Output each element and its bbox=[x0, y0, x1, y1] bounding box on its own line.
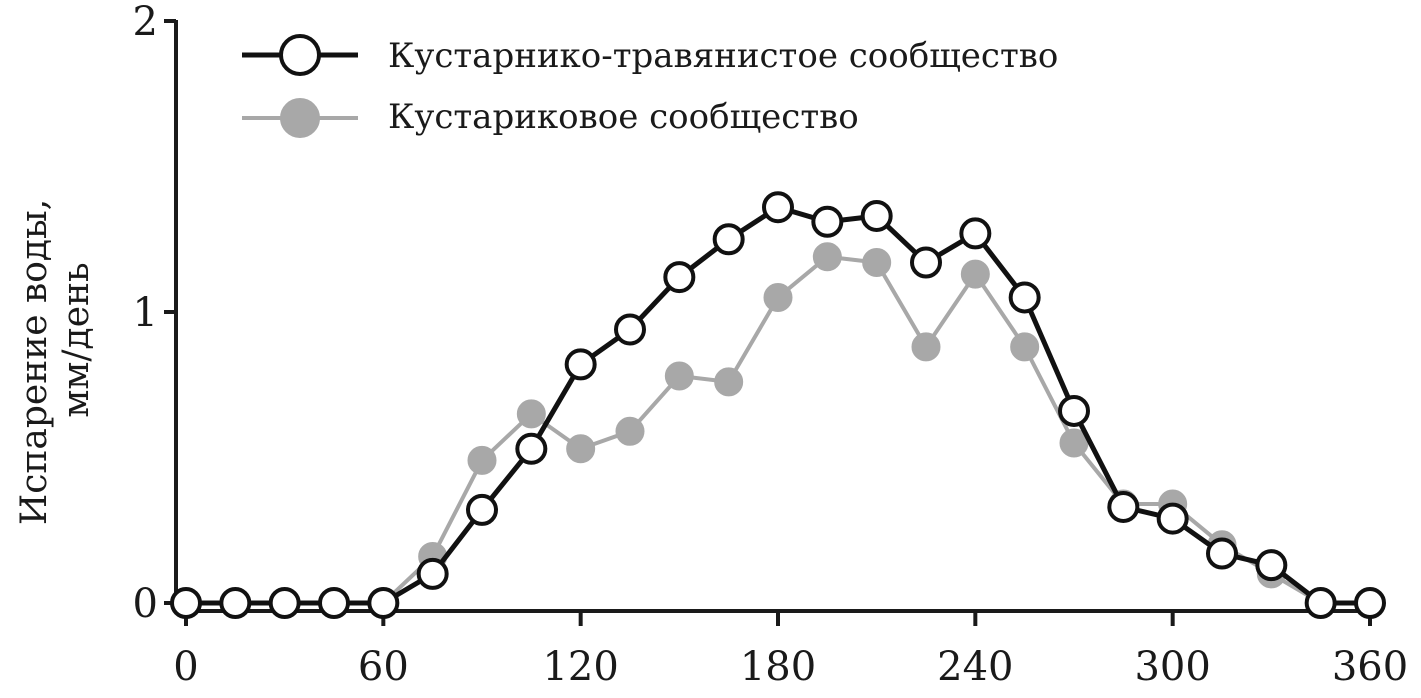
series-2-point bbox=[960, 259, 990, 289]
series-1-point bbox=[614, 313, 646, 346]
series-1-point bbox=[564, 348, 597, 381]
y-axis-label: Испарение воды, мм/день bbox=[14, 199, 97, 525]
series-1-point bbox=[318, 587, 350, 619]
series-1-point bbox=[712, 223, 745, 256]
series-1-point bbox=[1058, 394, 1090, 427]
series-1-point bbox=[910, 246, 942, 279]
x-tick-label: 180 bbox=[740, 644, 816, 690]
series-1-point bbox=[811, 205, 844, 238]
y-axis-label-line-2: мм/день bbox=[56, 262, 97, 417]
series-1-point bbox=[860, 199, 893, 232]
legend-label-series-1: Кустарнико-травянистое сообщество bbox=[388, 36, 1058, 76]
series-2-point bbox=[763, 282, 793, 312]
series-1-point bbox=[762, 191, 794, 224]
x-tick-label: 360 bbox=[1332, 644, 1408, 690]
legend-marker-series-1 bbox=[279, 34, 321, 76]
legend-label-series-2: Кустариковое сообщество bbox=[388, 97, 859, 137]
series-1-point bbox=[515, 432, 548, 465]
series-2-point bbox=[911, 332, 941, 362]
series-2-point bbox=[467, 445, 497, 475]
series-2-point bbox=[714, 367, 744, 397]
series-1-line bbox=[186, 204, 1370, 606]
series-2 bbox=[171, 242, 1385, 618]
series-2-point bbox=[1010, 332, 1040, 362]
series-1-point bbox=[416, 557, 449, 590]
tick-group: 0 60 120 180 240 300 360 0 1 2 bbox=[133, 0, 1409, 690]
series-1-point bbox=[1107, 490, 1140, 523]
series-1-point bbox=[959, 217, 992, 250]
series-1-point bbox=[1008, 281, 1041, 314]
series-1-point bbox=[219, 587, 252, 619]
series-2-point bbox=[862, 248, 892, 278]
series-1-point bbox=[466, 493, 498, 526]
y-tick-label: 2 bbox=[133, 0, 158, 45]
x-tick-label: 240 bbox=[937, 644, 1013, 690]
y-axis-label-line-1: Испарение воды, bbox=[14, 199, 55, 525]
series-1-point bbox=[1354, 587, 1386, 619]
series-1-point bbox=[663, 261, 696, 294]
legend: Кустарнико-травянистое сообщество Кустар… bbox=[242, 34, 1058, 138]
series-layer bbox=[170, 191, 1386, 619]
series-1-point bbox=[367, 587, 400, 619]
legend-marker-series-2 bbox=[280, 98, 320, 138]
series-2-point bbox=[516, 399, 546, 429]
series-1 bbox=[170, 191, 1386, 619]
x-tick-label: 300 bbox=[1134, 644, 1210, 690]
x-tick-label: 0 bbox=[173, 644, 198, 690]
series-1-point bbox=[268, 587, 301, 619]
series-2-point bbox=[615, 416, 645, 446]
series-1-point bbox=[1156, 502, 1189, 535]
series-1-point bbox=[1304, 587, 1337, 619]
y-tick-label: 1 bbox=[133, 290, 158, 336]
series-2-point bbox=[566, 434, 596, 464]
x-tick-label: 120 bbox=[542, 644, 618, 690]
series-2-point bbox=[664, 361, 694, 391]
series-1-point bbox=[1255, 549, 1288, 582]
series-2-point bbox=[812, 242, 842, 272]
x-tick-label: 60 bbox=[358, 644, 409, 690]
series-1-point bbox=[1206, 537, 1238, 570]
y-tick-label: 0 bbox=[133, 581, 158, 627]
series-1-point bbox=[170, 587, 202, 619]
